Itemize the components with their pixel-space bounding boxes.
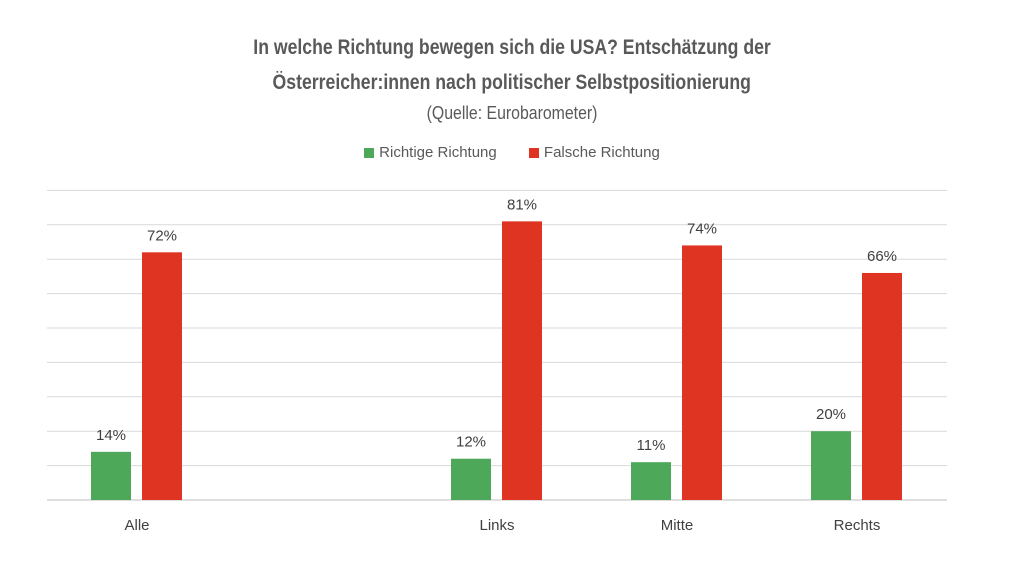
data-label: 20%: [816, 406, 846, 423]
bar-falsche: [862, 272, 902, 500]
x-tick-label: Rechts: [834, 517, 881, 534]
legend: Richtige Richtung Falsche Richtung: [0, 144, 1024, 162]
data-label: 72%: [147, 227, 177, 244]
data-label: 12%: [456, 434, 486, 451]
data-label: 11%: [637, 437, 666, 454]
x-tick-label: Alle: [124, 517, 149, 534]
data-label: 74%: [687, 220, 717, 237]
bar-falsche: [142, 252, 182, 500]
x-tick-label: Mitte: [661, 517, 694, 534]
legend-swatch-red: [528, 147, 539, 158]
legend-item-richtige: Richtige Richtung: [364, 144, 497, 161]
legend-item-falsche: Falsche Richtung: [528, 144, 660, 161]
chart-title-2: Österreicher:innen nach politischer Selb…: [0, 71, 1024, 95]
x-tick-label: Links: [479, 517, 514, 534]
data-label: 66%: [867, 248, 897, 265]
chart-title: In welche Richtung bewegen sich die USA?…: [0, 36, 1024, 60]
subtitle-text: (Quelle: Eurobarometer): [426, 103, 598, 123]
bar-falsche: [682, 245, 722, 500]
bar-richtige: [451, 458, 491, 500]
legend-label: Richtige Richtung: [379, 144, 497, 161]
legend-swatch-green: [364, 147, 375, 158]
data-label: 81%: [507, 196, 537, 213]
legend-label: Falsche Richtung: [543, 144, 660, 161]
bar-richtige: [631, 462, 671, 500]
chart-title-line-2: Österreicher:innen nach politischer Selb…: [272, 71, 752, 94]
bar-richtige: [811, 431, 851, 500]
data-label: 14%: [96, 427, 126, 444]
chart-title-line-1: In welche Richtung bewegen sich die USA?…: [253, 36, 771, 59]
bar-falsche: [502, 221, 542, 501]
bar-richtige: [91, 451, 131, 500]
chart-subtitle: (Quelle: Eurobarometer): [0, 103, 1024, 124]
